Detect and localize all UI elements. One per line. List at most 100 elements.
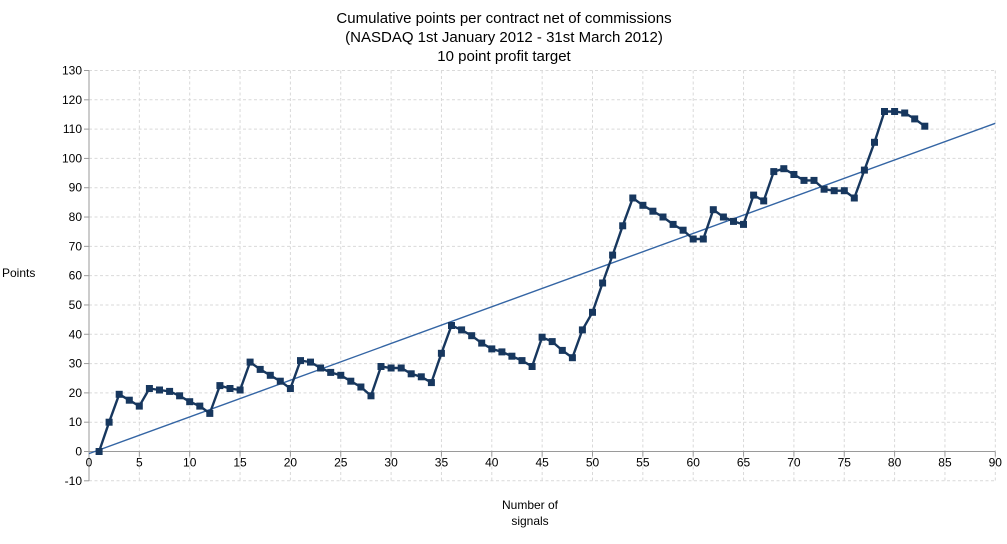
data-point-marker bbox=[327, 368, 335, 376]
x-tick-label: 30 bbox=[384, 456, 398, 470]
x-axis-title-line-2: signals bbox=[511, 514, 549, 528]
x-tick-label: 65 bbox=[737, 456, 751, 470]
y-axis-title: Points bbox=[2, 266, 36, 280]
y-tick-label: 10 bbox=[69, 415, 83, 429]
data-point-marker bbox=[337, 371, 345, 379]
data-point-marker bbox=[125, 396, 133, 404]
x-axis-title: Number of signals bbox=[430, 497, 630, 529]
x-tick-label: 70 bbox=[787, 456, 801, 470]
data-point-marker bbox=[639, 201, 647, 209]
data-point-marker bbox=[307, 358, 314, 366]
y-tick-label: 60 bbox=[69, 269, 83, 283]
chart-title: Cumulative points per contract net of co… bbox=[17, 9, 991, 66]
data-point-marker bbox=[478, 339, 486, 347]
data-point-marker bbox=[649, 207, 657, 215]
x-tick-label: 5 bbox=[136, 456, 143, 470]
series-cumulative-points bbox=[95, 108, 929, 455]
data-point-marker bbox=[901, 109, 909, 117]
x-tick-label: 25 bbox=[334, 456, 348, 470]
data-point-marker bbox=[256, 365, 264, 373]
data-point-marker bbox=[145, 385, 153, 392]
data-point-marker bbox=[508, 352, 516, 360]
gridlines bbox=[88, 69, 996, 482]
data-point-marker bbox=[820, 185, 828, 193]
data-point-marker bbox=[871, 138, 878, 146]
data-point-marker bbox=[589, 308, 596, 316]
data-point-marker bbox=[810, 176, 818, 184]
data-point-marker bbox=[860, 166, 868, 174]
data-point-marker bbox=[800, 176, 808, 184]
data-point-marker bbox=[659, 213, 667, 221]
data-point-marker bbox=[498, 348, 506, 356]
x-axis-title-line-1: Number of bbox=[501, 498, 559, 512]
y-tick-label: 0 bbox=[75, 445, 82, 459]
x-tick-label: 10 bbox=[183, 456, 197, 470]
axes bbox=[84, 69, 996, 482]
linear-trend-line bbox=[88, 122, 996, 455]
data-point-marker bbox=[840, 187, 848, 195]
data-point-marker bbox=[226, 385, 234, 392]
data-point-marker bbox=[266, 371, 274, 379]
data-point-marker bbox=[377, 363, 385, 370]
data-point-marker bbox=[578, 326, 586, 334]
data-point-marker bbox=[719, 213, 727, 221]
data-point-marker bbox=[246, 358, 254, 366]
data-point-marker bbox=[528, 363, 536, 370]
y-tick-label: 110 bbox=[63, 122, 82, 136]
data-point-marker bbox=[548, 338, 556, 346]
data-point-marker bbox=[297, 357, 304, 365]
data-point-marker bbox=[780, 165, 788, 173]
data-point-marker bbox=[770, 168, 778, 176]
data-point-marker bbox=[317, 364, 325, 372]
data-point-marker bbox=[599, 279, 607, 287]
chart-title-line-2: (NASDAQ 1st January 2012 - 31st March 20… bbox=[345, 29, 663, 46]
y-tick-label: 50 bbox=[69, 298, 83, 312]
data-point-marker bbox=[518, 357, 526, 365]
y-tick-label: -10 bbox=[65, 474, 83, 488]
y-tick-label: 130 bbox=[62, 63, 82, 77]
data-point-marker bbox=[830, 187, 838, 195]
x-tick-label: 0 bbox=[86, 456, 93, 470]
x-tick-label: 55 bbox=[636, 456, 650, 470]
data-point-marker bbox=[740, 220, 747, 228]
data-point-marker bbox=[437, 349, 445, 357]
data-point-marker bbox=[458, 326, 466, 334]
data-point-marker bbox=[679, 226, 687, 234]
data-point-marker bbox=[558, 346, 566, 354]
data-point-marker bbox=[387, 364, 395, 372]
data-point-marker bbox=[790, 171, 798, 178]
x-tick-label: 15 bbox=[233, 456, 247, 470]
data-point-marker bbox=[216, 382, 224, 390]
x-tick-label: 80 bbox=[888, 456, 902, 470]
data-point-marker bbox=[760, 197, 768, 205]
x-tick-label: 60 bbox=[687, 456, 701, 470]
data-point-marker bbox=[629, 194, 637, 202]
data-point-marker bbox=[236, 386, 244, 394]
data-point-marker bbox=[276, 377, 284, 385]
data-point-marker bbox=[135, 402, 143, 410]
data-point-marker bbox=[709, 206, 717, 214]
x-tick-label: 75 bbox=[838, 456, 852, 470]
data-point-marker bbox=[166, 387, 174, 395]
data-point-marker bbox=[488, 345, 496, 353]
data-point-marker bbox=[699, 235, 707, 243]
data-point-marker bbox=[417, 373, 425, 381]
data-point-marker bbox=[850, 194, 858, 202]
y-tick-label: 40 bbox=[69, 327, 83, 341]
y-tick-label: 100 bbox=[62, 151, 82, 165]
data-point-marker bbox=[357, 383, 365, 391]
data-point-marker bbox=[568, 354, 576, 362]
data-point-marker bbox=[730, 217, 737, 225]
data-point-marker bbox=[427, 379, 435, 387]
y-tick-label: 80 bbox=[69, 210, 83, 224]
x-tick-label: 85 bbox=[938, 456, 952, 470]
x-tick-label: 45 bbox=[535, 456, 549, 470]
y-tick-label: 20 bbox=[69, 386, 83, 400]
data-point-marker bbox=[921, 122, 929, 130]
data-point-marker bbox=[105, 418, 113, 426]
x-tick-label: 20 bbox=[284, 456, 298, 470]
y-tick-label: 70 bbox=[69, 239, 83, 253]
data-point-marker bbox=[881, 108, 888, 115]
